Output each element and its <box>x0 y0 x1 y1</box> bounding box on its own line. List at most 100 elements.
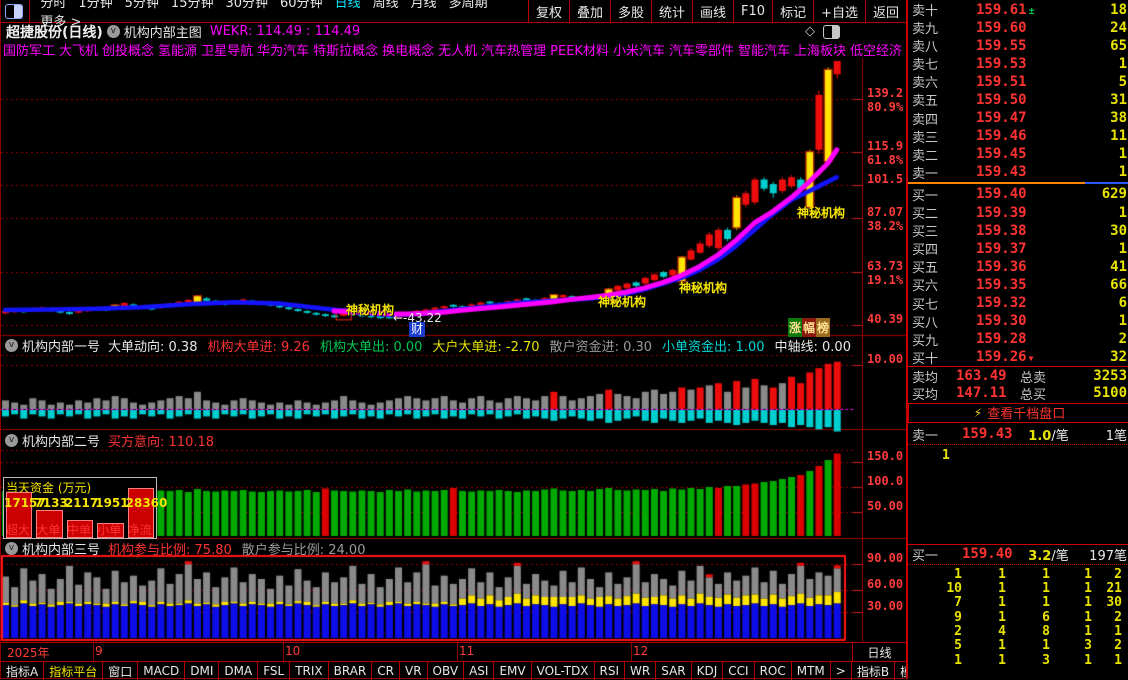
sell-level-row[interactable]: 卖一 159.43 1 <box>908 163 1128 182</box>
toolbar-button-叠加[interactable]: 叠加 <box>568 0 610 22</box>
diamond-icon[interactable]: ◇ <box>805 24 815 39</box>
menu-item-30分钟[interactable]: 30分钟 <box>225 0 269 11</box>
toolbar-button-统计[interactable]: 统计 <box>651 0 692 22</box>
tab-KDJ[interactable]: KDJ <box>692 662 724 680</box>
tab-ASI[interactable]: ASI <box>464 662 495 680</box>
menu-item-1分钟[interactable]: 1分钟 <box>78 0 113 11</box>
toolbar-button-画线[interactable]: 画线 <box>692 0 733 22</box>
toolbar-button-复权[interactable]: 复权 <box>527 0 569 22</box>
buy-level-row[interactable]: 买三 159.38 30 <box>908 221 1128 241</box>
sell-level-row[interactable]: 卖九 159.60 24 <box>908 18 1128 38</box>
tab-指标平台[interactable]: 指标平台 <box>44 662 104 680</box>
sell1-detail-row[interactable]: 卖一 159.43 1.0/笔 1笔 <box>912 426 1127 444</box>
buy-level-row[interactable]: 买一 159.40 629 <box>908 185 1128 204</box>
concept-tag[interactable]: 上海板块 <box>794 44 847 57</box>
main-indicator-name[interactable]: 机构内部主图 <box>123 26 202 41</box>
concept-tag[interactable]: 卫星导航 <box>201 44 254 57</box>
concept-tag[interactable]: 国防军工 <box>3 44 56 57</box>
sell-level-row[interactable]: 卖八 159.55 65 <box>908 36 1128 56</box>
mystery-institution-annotation: 神秘机构 <box>679 281 728 295</box>
concept-tag[interactable]: 汽车零部件 <box>668 44 734 57</box>
menu-item-多周期[interactable]: 多周期 <box>448 0 488 11</box>
sell-level-row[interactable]: 卖七 159.53 1 <box>908 54 1128 74</box>
period-menu: 分时 1分钟 5分钟 15分钟 30分钟 60分钟 日线 周线 月线 多周期更多 > <box>34 0 528 30</box>
view-thousand-levels-button[interactable]: ⚡ 查看千档盘口 <box>908 402 1128 423</box>
concept-tag[interactable]: 大飞机 <box>59 44 99 57</box>
sidebar-toggle-icon[interactable] <box>5 3 24 19</box>
tab-指标A[interactable]: 指标A <box>1 662 45 680</box>
level-name: 卖七 <box>912 58 939 74</box>
sell-level-row[interactable]: 卖十 159.61 ± 18 <box>908 0 1128 20</box>
tab-VR[interactable]: VR <box>400 662 428 680</box>
buy-level-row[interactable]: 买二 159.39 1 <box>908 203 1128 223</box>
sell-level-row[interactable]: 卖六 159.51 5 <box>908 72 1128 92</box>
menu-item-日线[interactable]: 日线 <box>334 0 361 11</box>
menu-item-分时[interactable]: 分时 <box>40 0 67 11</box>
sell-level-row[interactable]: 卖四 159.47 38 <box>908 109 1128 128</box>
sell-level-row[interactable]: 卖三 159.46 11 <box>908 127 1128 146</box>
main-chart-canvas[interactable] <box>1 58 906 642</box>
buy-level-row[interactable]: 买六 159.35 66 <box>908 275 1128 295</box>
queue-order: 10 <box>946 581 962 597</box>
concept-tag[interactable]: 特斯拉概念 <box>313 44 379 57</box>
tab-SAR[interactable]: SAR <box>656 662 692 680</box>
tab-ROC[interactable]: ROC <box>755 662 792 680</box>
tab-指标B[interactable]: 指标B <box>852 662 896 680</box>
menu-item-周线[interactable]: 周线 <box>372 0 399 11</box>
chevron-down-icon[interactable]: v <box>5 542 18 555</box>
menu-item-60分钟[interactable]: 60分钟 <box>280 0 323 11</box>
toolbar-button-多股[interactable]: 多股 <box>609 0 651 22</box>
chevron-down-icon[interactable]: v <box>5 434 18 447</box>
buy-level-row[interactable]: 买十 159.26 ▼ 32 <box>908 348 1128 367</box>
tab-FSL[interactable]: FSL <box>258 662 291 680</box>
concept-tag[interactable]: 低空经济 <box>850 44 903 57</box>
concept-tag[interactable]: 小米汽车 <box>612 44 665 57</box>
buy1-detail-row[interactable]: 买一 159.40 3.2/笔 197笔 <box>912 546 1127 564</box>
tab-CCI[interactable]: CCI <box>723 662 755 680</box>
chevron-down-icon[interactable]: v <box>106 25 120 38</box>
sell-level-row[interactable]: 卖二 159.45 1 <box>908 145 1128 164</box>
sell-level-row[interactable]: 卖五 159.50 31 <box>908 90 1128 110</box>
toolbar-button-+自选[interactable]: +自选 <box>813 0 865 22</box>
toolbar-button-F10[interactable]: F10 <box>733 0 772 22</box>
buy-level-row[interactable]: 买九 159.28 2 <box>908 330 1128 349</box>
menu-item-15分钟[interactable]: 15分钟 <box>170 0 214 11</box>
buy-level-row[interactable]: 买七 159.32 6 <box>908 294 1128 313</box>
buy-level-row[interactable]: 买五 159.36 41 <box>908 257 1128 277</box>
tab-BRAR[interactable]: BRAR <box>329 662 373 680</box>
level-name: 买三 <box>912 225 939 241</box>
chevron-down-icon[interactable]: v <box>5 339 18 352</box>
tab-DMI[interactable]: DMI <box>185 662 220 680</box>
tab->[interactable]: > <box>831 662 852 680</box>
level-volume: 41 <box>1110 258 1127 275</box>
menu-item-月线[interactable]: 月线 <box>410 0 437 11</box>
tab-VOL-TDX[interactable]: VOL-TDX <box>532 662 595 680</box>
toolbar-button-标记[interactable]: 标记 <box>772 0 813 22</box>
concept-tag[interactable]: 无人机 <box>438 44 478 57</box>
tab-OBV[interactable]: OBV <box>428 662 465 680</box>
tab-CR[interactable]: CR <box>372 662 400 680</box>
menu-item-更多 >[interactable]: 更多 > <box>40 15 82 30</box>
tab-RSI[interactable]: RSI <box>595 662 626 680</box>
tab-MACD[interactable]: MACD <box>138 662 186 680</box>
concept-tag[interactable]: 换电概念 <box>382 44 435 57</box>
tab-TRIX[interactable]: TRIX <box>290 662 329 680</box>
concept-tag[interactable]: 华为汽车 <box>257 44 310 57</box>
concept-tag[interactable]: 氢能源 <box>158 44 198 57</box>
tab-WR[interactable]: WR <box>625 662 657 680</box>
tab-MTM[interactable]: MTM <box>792 662 831 680</box>
tab-DMA[interactable]: DMA <box>219 662 259 680</box>
menu-item-5分钟[interactable]: 5分钟 <box>124 0 159 11</box>
tab-窗口[interactable]: 窗口 <box>103 662 139 680</box>
queue-order: 2 <box>1114 609 1122 625</box>
concept-tag[interactable]: PEEK材料 <box>550 44 609 57</box>
panel-layout-icon[interactable] <box>823 24 840 39</box>
concept-tag[interactable]: 汽车热管理 <box>481 44 547 57</box>
tab-模 板[interactable]: 模 板 <box>895 662 906 680</box>
buy-level-row[interactable]: 买四 159.37 1 <box>908 239 1128 259</box>
concept-tag[interactable]: 智能汽车 <box>737 44 790 57</box>
concept-tag[interactable]: 创投概念 <box>102 44 155 57</box>
toolbar-button-返回[interactable]: 返回 <box>864 0 906 22</box>
buy-level-row[interactable]: 买八 159.30 1 <box>908 312 1128 331</box>
tab-EMV[interactable]: EMV <box>494 662 532 680</box>
